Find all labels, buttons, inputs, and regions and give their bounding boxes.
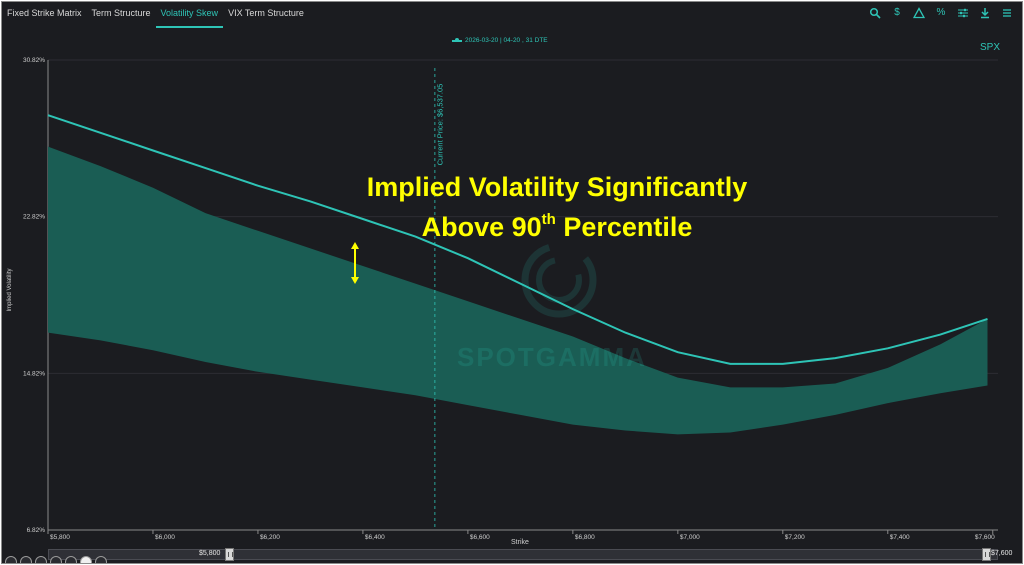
y-tick-label: 22.82% [23,214,45,221]
tab-fixed-strike-matrix[interactable]: Fixed Strike Matrix [7,8,82,18]
x-tick-label: $6,200 [260,534,280,541]
download-icon[interactable] [978,6,992,20]
y-tick-label: 6.82% [27,527,46,534]
x-tick-label: $7,400 [890,534,910,541]
legend-line-icon [452,37,462,42]
x-tick-label: $7,200 [785,534,805,541]
tab-term-structure[interactable]: Term Structure [91,8,151,18]
x-axis-label: Strike [511,539,529,546]
ticker-label: SPX [979,42,1000,53]
dollar-icon[interactable]: $ [894,7,900,18]
spotgamma-watermark: SPOTGAMMA [457,342,647,372]
x-tick-label: $6,400 [365,534,385,541]
range-slider-min-handle[interactable] [225,548,234,561]
watermark-logo-ring-inner [536,257,582,303]
bottom-controls [5,556,107,563]
percent-icon[interactable]: % [936,7,946,18]
x-tick-label: $6,000 [155,534,175,541]
menu-icon[interactable] [1000,6,1014,20]
draw-tool-button[interactable] [35,556,47,563]
pan-button[interactable] [50,556,62,563]
zoom-out-button[interactable] [5,556,17,563]
x-tick-label: $7,600 [975,534,995,541]
watermark-logo-ring-outer [521,242,597,318]
double-arrow-head-up [351,242,359,249]
triangle-icon[interactable] [912,6,926,20]
more-button[interactable] [95,556,107,563]
tab-bar: Fixed Strike Matrix Term Structure Volat… [2,2,309,28]
sliders-icon[interactable] [956,6,970,20]
annotation-line-2: Above 90th Percentile [322,207,792,247]
tab-volatility-skew[interactable]: Volatility Skew [155,2,224,28]
record-button[interactable] [80,556,92,563]
search-icon[interactable] [868,6,882,20]
chart-legend[interactable]: 2026-03-20 | 04-20 , 31 DTE [452,37,548,44]
chart-toolbar: $ % [868,6,1014,20]
range-slider-track[interactable] [48,549,998,560]
annotation-line-1: Implied Volatility Significantly [366,172,748,202]
range-slider-max-label: $7,600 [991,550,1013,557]
x-tick-label: $7,000 [680,534,700,541]
reset-button[interactable] [65,556,77,563]
x-tick-label: $5,800 [50,534,70,541]
y-axis-label: Implied Volatility [7,268,13,312]
zoom-in-button[interactable] [20,556,32,563]
y-tick-label: 14.82% [23,370,45,377]
x-tick-label: $6,600 [470,534,490,541]
annotation-text: Implied Volatility Significantly Above 9… [322,167,792,247]
percentile-band [48,146,988,435]
range-slider-max-handle[interactable] [982,548,991,561]
y-tick-label: 30.82% [23,57,45,64]
double-arrow-head-down [351,277,359,284]
range-slider-min-label: $5,800 [199,550,221,557]
x-tick-label: $6,800 [575,534,595,541]
iv-series-line [47,114,988,365]
annotation-line-2-pre: Above 90 [421,212,542,242]
tab-vix-term-structure[interactable]: VIX Term Structure [228,8,304,18]
legend-label: 2026-03-20 | 04-20 , 31 DTE [465,37,548,44]
annotation-line-2-post: Percentile [555,212,693,242]
current-price-label: Current Price: $6,537.05 [435,83,445,166]
annotation-superscript: th [541,211,556,228]
